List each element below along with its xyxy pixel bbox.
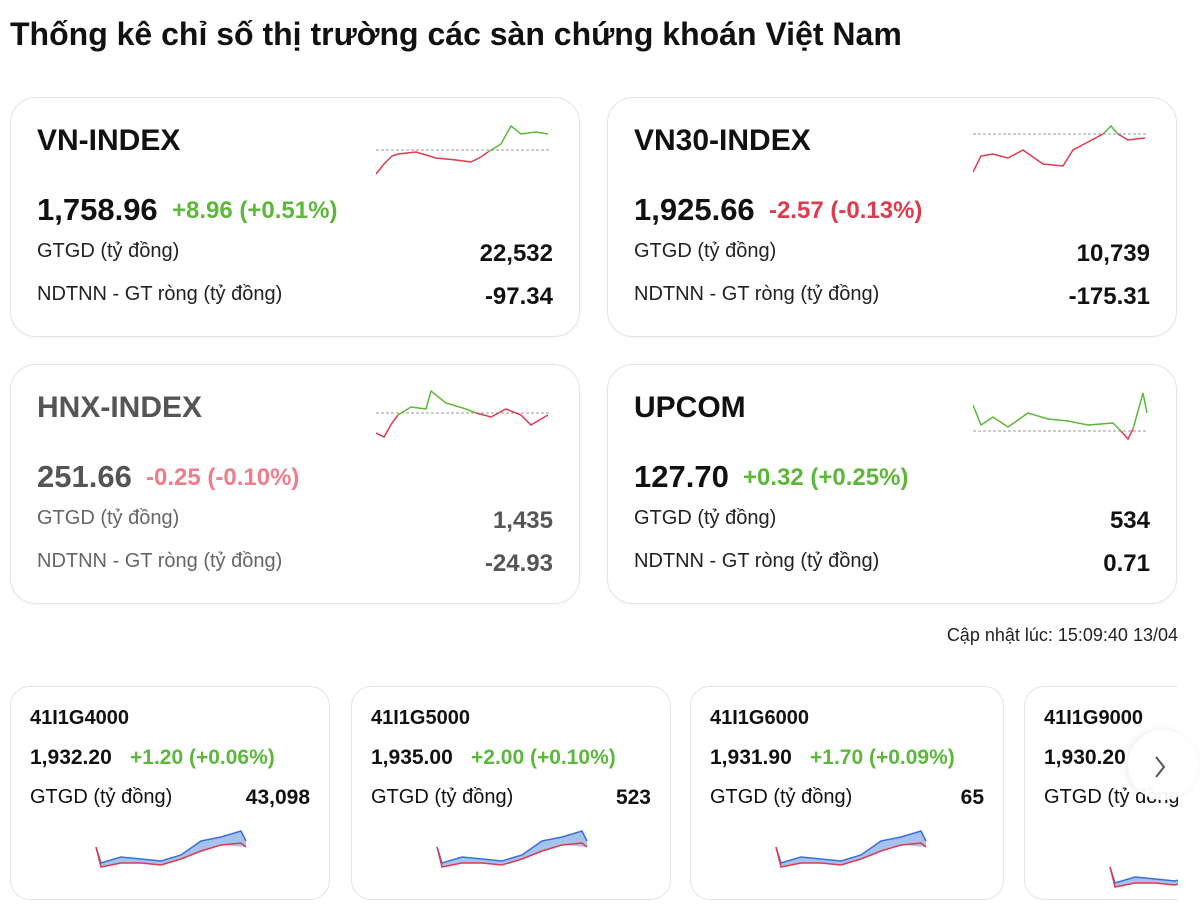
sparkline bbox=[973, 392, 1148, 441]
ndtnn-label: NDTNN - GT ròng (tỷ đồng) bbox=[634, 283, 880, 305]
ndtnn-value: -175.31 bbox=[1068, 283, 1150, 310]
update-time: Cập nhật lúc: 15:09:40 13/04 bbox=[946, 625, 1178, 645]
index-card[interactable]: UPCOM 127.70 +0.32 (+0.25%) GTGD (tỷ đồng) 5… bbox=[607, 364, 1177, 604]
sparkline bbox=[376, 389, 551, 438]
sparkline bbox=[973, 124, 1148, 173]
gtgd-label: GTGD (tỷ đồng) bbox=[30, 786, 173, 808]
index-change: +0.32 (+0.25%) bbox=[743, 464, 909, 491]
next-button[interactable] bbox=[1128, 730, 1198, 800]
gtgd-value: 65 bbox=[960, 786, 984, 809]
futures-card[interactable]: 41I1G6000 1,931.90 +1.70 (+0.09%) GTGD (tỷ … bbox=[690, 686, 1004, 900]
futures-card[interactable]: 41I1G4000 1,932.20 +1.20 (+0.06%) GTGD (tỷ … bbox=[10, 686, 330, 900]
futures-price: 1,930.20 bbox=[1044, 746, 1126, 769]
futures-price: 1,935.00 bbox=[371, 746, 453, 769]
ndtnn-value: -97.34 bbox=[484, 283, 553, 310]
ndtnn-value: 0.71 bbox=[1103, 550, 1150, 577]
futures-code: 41I1G9000 bbox=[1044, 707, 1143, 729]
gtgd-label: GTGD (tỷ đồng) bbox=[37, 240, 180, 262]
index-change: -2.57 (-0.13%) bbox=[769, 197, 923, 224]
index-name: VN30-INDEX bbox=[634, 124, 811, 157]
futures-sparkline bbox=[775, 830, 927, 868]
gtgd-value: 534 bbox=[1109, 507, 1150, 534]
index-name: HNX-INDEX bbox=[37, 391, 203, 424]
index-value: 1,758.96 bbox=[37, 192, 158, 227]
ndtnn-value: -24.93 bbox=[484, 550, 553, 577]
futures-code: 41I1G4000 bbox=[30, 707, 129, 729]
futures-strip: 41I1G4000 1,932.20 +1.20 (+0.06%) GTGD (tỷ … bbox=[0, 680, 1178, 910]
index-value: 127.70 bbox=[634, 459, 729, 494]
futures-card[interactable]: 41I1G5000 1,935.00 +2.00 (+0.10%) GTGD (tỷ … bbox=[351, 686, 671, 900]
index-card[interactable]: VN-INDEX 1,758.96 +8.96 (+0.51%) GTGD (tỷ đ… bbox=[10, 97, 580, 337]
index-card[interactable]: HNX-INDEX 251.66 -0.25 (-0.10%) GTGD (tỷ đồ… bbox=[10, 364, 580, 604]
futures-sparkline bbox=[95, 830, 247, 868]
futures-sparkline bbox=[1109, 866, 1178, 888]
index-name: VN-INDEX bbox=[37, 124, 181, 157]
index-card[interactable]: VN30-INDEX 1,925.66 -2.57 (-0.13%) GTGD (tỷ… bbox=[607, 97, 1177, 337]
index-name: UPCOM bbox=[634, 391, 746, 424]
index-change: -0.25 (-0.10%) bbox=[146, 464, 300, 491]
gtgd-value: 523 bbox=[615, 786, 651, 809]
gtgd-label: GTGD (tỷ đồng) bbox=[37, 507, 180, 529]
gtgd-value: 1,435 bbox=[492, 507, 553, 534]
gtgd-label: GTGD (tỷ đồng) bbox=[371, 786, 514, 808]
sparkline bbox=[376, 124, 551, 175]
futures-change: +1.20 (+0.06%) bbox=[130, 746, 275, 769]
ndtnn-label: NDTNN - GT ròng (tỷ đồng) bbox=[634, 550, 880, 572]
futures-price: 1,932.20 bbox=[30, 746, 112, 769]
index-change: +8.96 (+0.51%) bbox=[172, 197, 338, 224]
gtgd-value: 22,532 bbox=[479, 240, 553, 267]
futures-change: +1.70 (+0.09%) bbox=[810, 746, 955, 769]
futures-sparkline bbox=[436, 830, 588, 868]
gtgd-label: GTGD (tỷ đồng) bbox=[710, 786, 853, 808]
futures-change: +2.00 (+0.10%) bbox=[471, 746, 616, 769]
gtgd-label: GTGD (tỷ đồng) bbox=[634, 240, 777, 262]
ndtnn-label: NDTNN - GT ròng (tỷ đồng) bbox=[37, 283, 283, 305]
ndtnn-label: NDTNN - GT ròng (tỷ đồng) bbox=[37, 550, 283, 572]
gtgd-value: 10,739 bbox=[1076, 240, 1150, 267]
chevron-icon bbox=[1155, 756, 1166, 778]
futures-code: 41I1G6000 bbox=[710, 707, 809, 729]
gtgd-value: 43,098 bbox=[245, 786, 310, 809]
futures-price: 1,931.90 bbox=[710, 746, 792, 769]
gtgd-label: GTGD (tỷ đồng) bbox=[634, 507, 777, 529]
index-value: 251.66 bbox=[37, 459, 132, 494]
index-value: 1,925.66 bbox=[634, 192, 755, 227]
futures-code: 41I1G5000 bbox=[371, 707, 470, 729]
page-title: Thống kê chỉ số thị trường các sàn chứng… bbox=[10, 16, 902, 52]
